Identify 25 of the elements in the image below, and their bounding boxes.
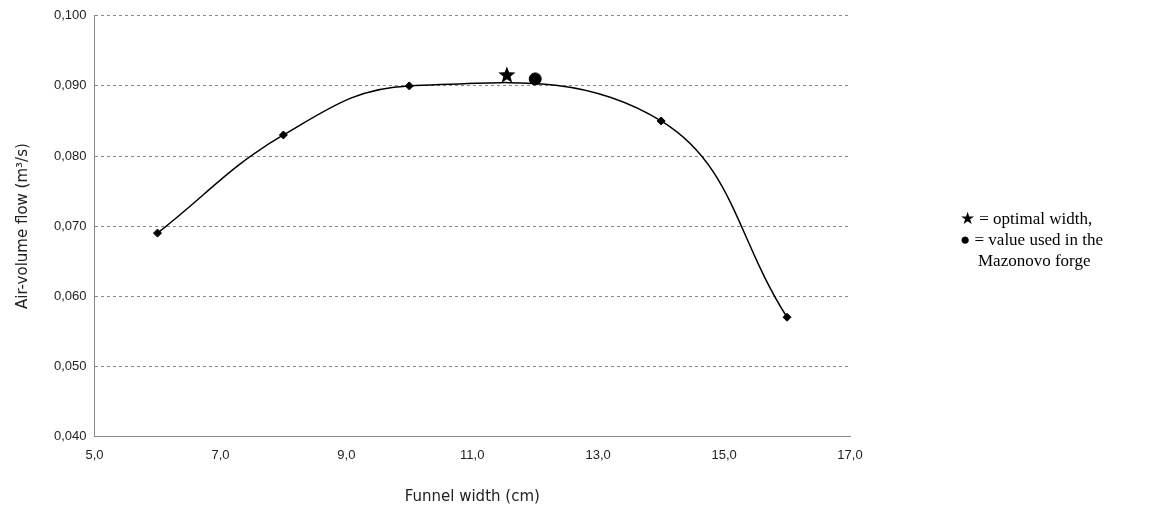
- point: [404, 81, 414, 91]
- text: ★ = optimal width,: [960, 208, 1094, 229]
- x-tick-label: 9,0: [337, 446, 356, 462]
- y-tick-label: 0,050: [53, 357, 87, 373]
- y-tick-label: 0,100: [53, 7, 87, 23]
- x-tick-label: 11,0: [460, 446, 485, 462]
- y-tick-label: 0,090: [53, 77, 87, 93]
- point: [152, 228, 162, 238]
- y-tick-label: 0,080: [53, 147, 87, 163]
- y-axis-title: Air-volume flow (m³/s): [12, 143, 31, 310]
- x-tick-label: 15,0: [711, 446, 737, 462]
- text: ● = value used in the Mazonovo forge: [960, 229, 1105, 271]
- point: [278, 130, 288, 140]
- point: [528, 72, 542, 86]
- x-tick-label: 13,0: [585, 446, 611, 462]
- y-tick-label: 0,060: [53, 287, 87, 303]
- x-axis-title: Funnel width (cm): [404, 486, 540, 505]
- x-tick-label: 7,0: [211, 446, 230, 462]
- y-tick-label: 0,040: [53, 427, 87, 443]
- x-tick-label: 17,0: [837, 446, 863, 462]
- point: [782, 312, 792, 322]
- point: [656, 116, 666, 126]
- x-tick-label: 5,0: [85, 446, 104, 462]
- y-tick-label: 0,070: [53, 217, 87, 233]
- point: [498, 66, 516, 83]
